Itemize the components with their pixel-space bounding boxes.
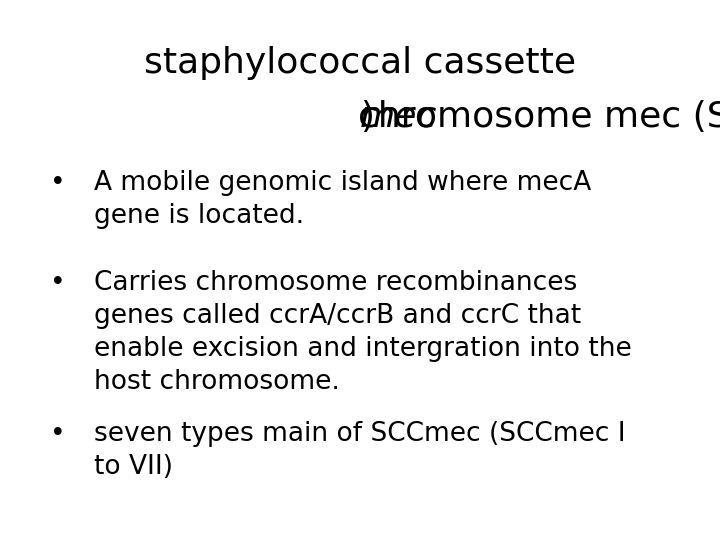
Text: seven types main of SCCmec (SCCmec I
to VII): seven types main of SCCmec (SCCmec I to … <box>94 421 625 480</box>
Text: •: • <box>50 421 66 447</box>
Text: •: • <box>50 170 66 196</box>
Text: •: • <box>50 270 66 296</box>
Text: A mobile genomic island where mecA
gene is located.: A mobile genomic island where mecA gene … <box>94 170 591 229</box>
Text: staphylococcal cassette: staphylococcal cassette <box>144 46 576 80</box>
Text: Carries chromosome recombinances
genes called ccrA/ccrB and ccrC that
enable exc: Carries chromosome recombinances genes c… <box>94 270 631 395</box>
Text: mec: mec <box>359 100 437 134</box>
Text: ): ) <box>361 100 374 134</box>
Text: chromosome mec (SCC: chromosome mec (SCC <box>359 100 720 134</box>
